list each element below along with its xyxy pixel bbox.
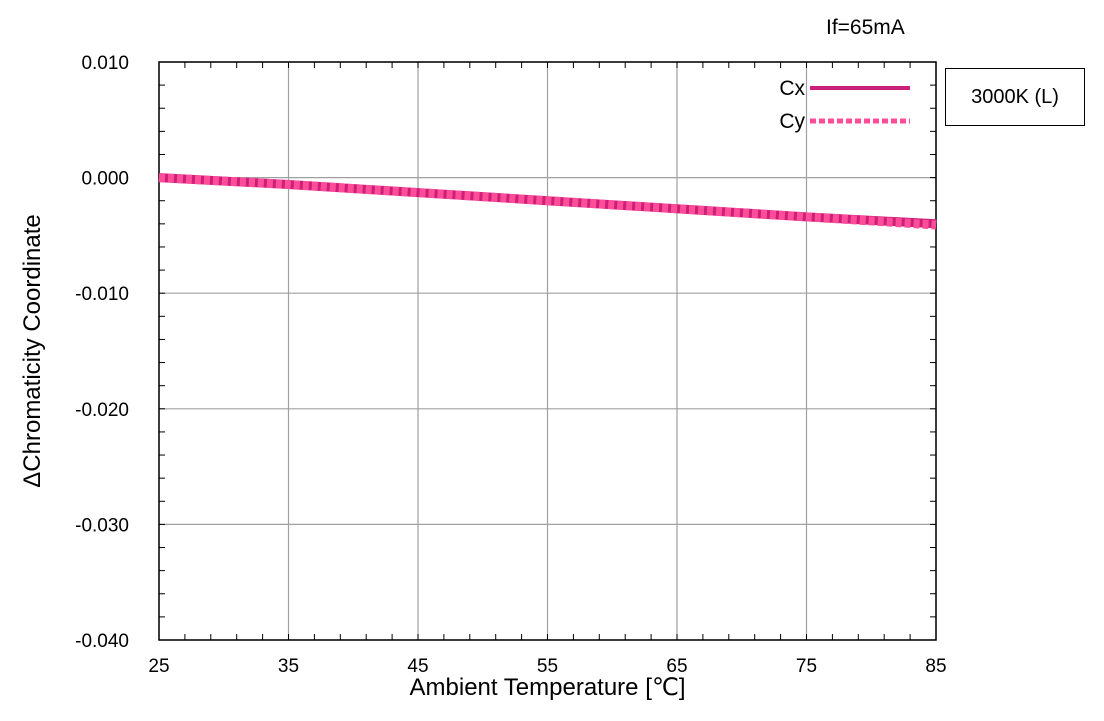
x-tick-label: 75 (796, 656, 817, 677)
x-tick-label: 25 (148, 656, 169, 677)
y-tick-label: -0.010 (75, 284, 129, 305)
x-axis-ticks: 25 35 45 55 65 75 85 (148, 656, 946, 677)
x-tick-label: 45 (407, 656, 428, 677)
color-temperature-tag: 3000K (L) (945, 68, 1085, 126)
y-tick-label: 0.010 (81, 53, 129, 74)
y-axis-ticks: 0.010 0.000 -0.010 -0.020 -0.030 -0.040 (75, 53, 129, 652)
y-tick-label: -0.040 (75, 631, 129, 652)
y-tick-label: -0.030 (75, 515, 129, 536)
x-axis-title: Ambient Temperature [℃] (410, 674, 686, 701)
x-tick-label: 55 (537, 656, 558, 677)
x-tick-label: 35 (278, 656, 299, 677)
series-line-cy (158, 173, 937, 230)
y-tick-label: -0.020 (75, 400, 129, 421)
test-condition-label: If=65mA (826, 16, 905, 39)
legend-label: Cx (779, 77, 805, 100)
grid-lines (158, 61, 937, 641)
x-tick-label: 85 (925, 656, 946, 677)
plot-frame (158, 61, 937, 641)
y-axis-title: ΔChromaticity Coordinate (19, 214, 46, 487)
x-tick-label: 65 (666, 656, 687, 677)
legend-label: Cy (779, 110, 805, 133)
series-lines (158, 173, 937, 230)
y-tick-label: 0.000 (81, 169, 129, 190)
legend: Cx Cy (779, 77, 910, 133)
